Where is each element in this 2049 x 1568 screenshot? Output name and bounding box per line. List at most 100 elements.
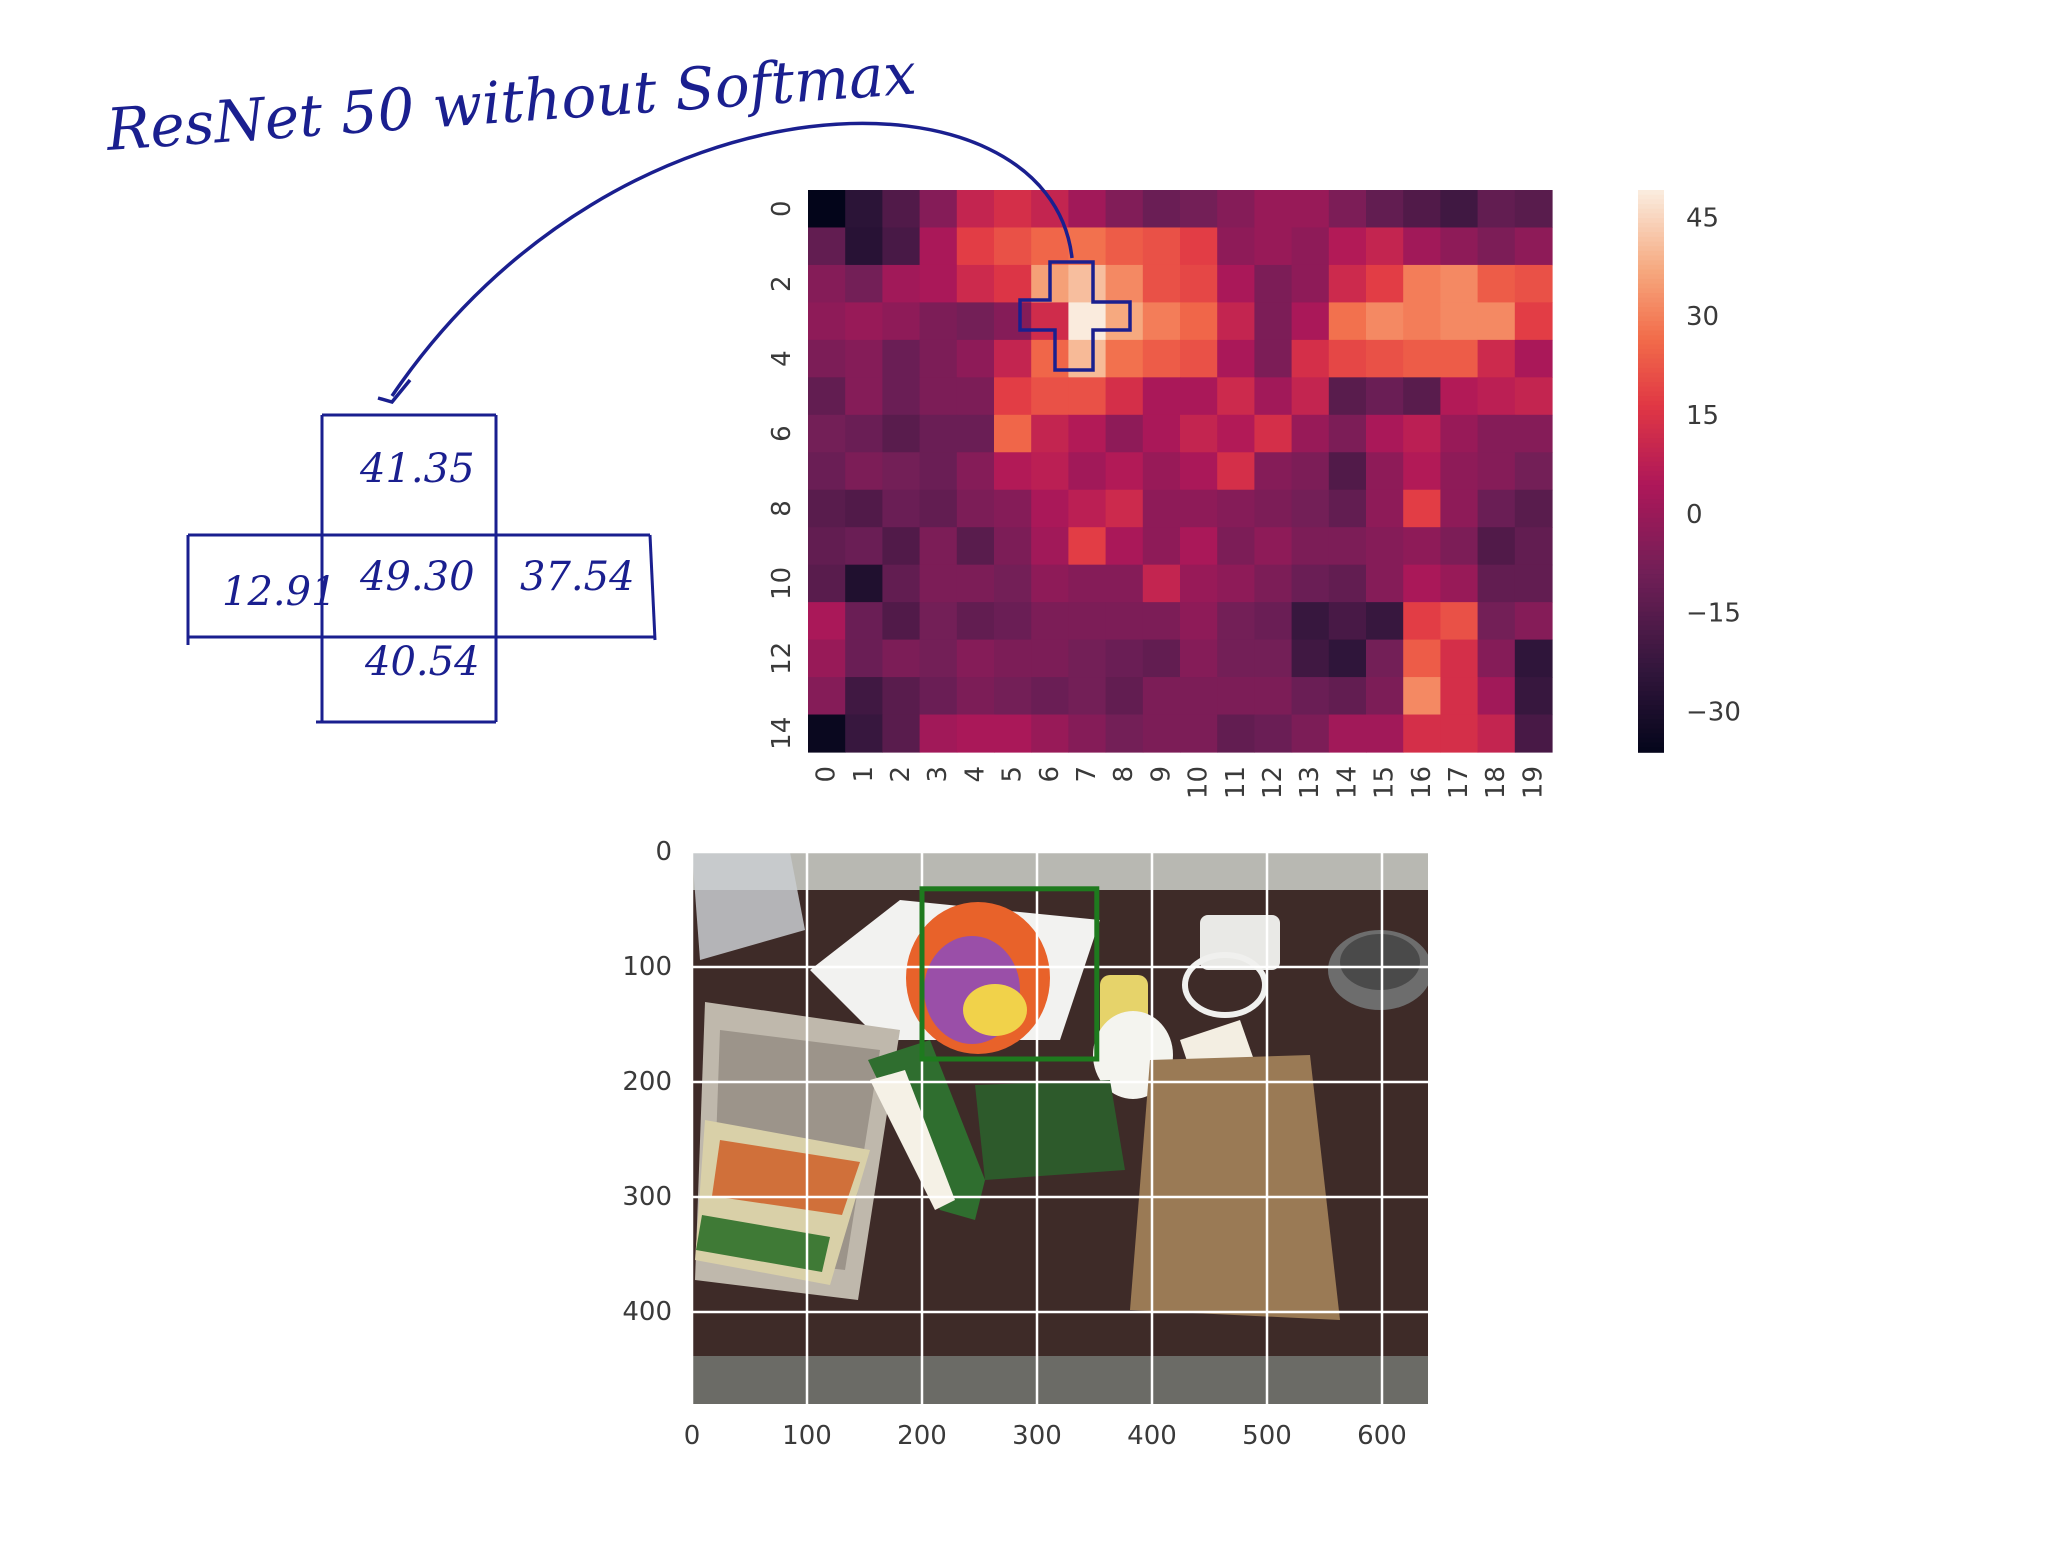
heatmap-x-tick: 13 (1295, 766, 1325, 799)
heatmap-cell (1291, 190, 1330, 229)
heatmap-cell (1254, 714, 1293, 753)
heatmap-cell (1403, 414, 1441, 453)
heatmap-cell (1366, 602, 1404, 641)
heatmap-cell (1366, 377, 1404, 416)
heatmap-cell (1328, 452, 1367, 491)
heatmap-cell (1105, 302, 1144, 341)
heatmap-cell (882, 227, 921, 266)
colorbar-segment (1638, 677, 1664, 683)
colorbar-segment (1638, 293, 1664, 299)
heatmap-cell (882, 452, 921, 491)
heatmap-cell (882, 489, 921, 528)
colorbar-segment (1638, 545, 1664, 552)
heatmap-cell (1440, 639, 1479, 678)
heatmap-cell (1254, 602, 1293, 641)
heatmap-cell (1105, 564, 1144, 603)
colorbar-segment (1638, 264, 1664, 271)
heatmap-cell (1105, 602, 1144, 641)
image-x-tick: 100 (782, 1421, 832, 1451)
heatmap-cell (1477, 714, 1516, 753)
heatmap-cell (1328, 639, 1367, 678)
heatmap-cell (1105, 714, 1144, 753)
heatmap-cell (1477, 564, 1516, 603)
heatmap-cell (1068, 190, 1107, 229)
heatmap-cell (1180, 452, 1218, 491)
colorbar-segment (1638, 190, 1664, 196)
heatmap-cell (1031, 602, 1069, 641)
heatmap-cell (1477, 452, 1516, 491)
heatmap-cell (1180, 414, 1218, 453)
heatmap-cell (1440, 677, 1479, 716)
heatmap-cell (994, 339, 1032, 378)
cross-value-top: 41.35 (359, 446, 475, 492)
heatmap-cell (808, 452, 846, 491)
heatmap-cell (1477, 527, 1516, 566)
heatmap-cell (1366, 527, 1404, 566)
heatmap-cell (1142, 190, 1181, 229)
colorbar-segment (1638, 625, 1664, 632)
heatmap-cell (1105, 639, 1144, 678)
heatmap-x-tick: 5 (998, 766, 1028, 783)
heatmap-cell (1180, 190, 1218, 229)
heatmap-cell (1180, 677, 1218, 716)
colorbar-segment (1638, 466, 1664, 472)
heatmap-cell (1217, 452, 1255, 491)
colorbar-segment (1638, 278, 1664, 285)
heatmap-cell (808, 414, 846, 453)
colorbar-segment (1638, 288, 1664, 294)
colorbar-segment (1638, 349, 1664, 355)
colorbar-segment (1638, 316, 1664, 322)
colorbar-segment (1638, 367, 1664, 374)
heatmap-cell (882, 564, 921, 603)
colorbar-segment (1638, 700, 1664, 706)
heatmap-cell (1440, 564, 1479, 603)
heatmap-cell (1403, 602, 1441, 641)
heatmap-cell (1366, 339, 1404, 378)
heatmap-cell (845, 564, 883, 603)
heatmap-cell (1105, 414, 1144, 453)
heatmap-cell (1031, 677, 1069, 716)
image-x-tick: 400 (1127, 1421, 1177, 1451)
heatmap-cell (1514, 452, 1553, 491)
heatmap-cell (882, 302, 921, 341)
heatmap-cell (1254, 302, 1293, 341)
heatmap-cell (1254, 677, 1293, 716)
heatmap-cell (1403, 564, 1441, 603)
colorbar-segment (1638, 269, 1664, 276)
colorbar-segment (1638, 653, 1664, 660)
heatmap-cell (1514, 339, 1553, 378)
heatmap-cell (1440, 264, 1479, 303)
colorbar-segment (1638, 274, 1664, 280)
heatmap-cell (1254, 639, 1293, 678)
heatmap-cell (956, 302, 995, 341)
colorbar-segment (1638, 194, 1664, 201)
heatmap-y-tick: 14 (767, 717, 797, 750)
colorbar-segment (1638, 335, 1664, 341)
heatmap-cell (956, 190, 995, 229)
heatmap-cell (1328, 302, 1367, 341)
colorbar-segment (1638, 559, 1664, 566)
heatmap-x-tick: 8 (1109, 766, 1139, 783)
colorbar-segment (1638, 499, 1664, 505)
colorbar-segment (1638, 325, 1664, 332)
heatmap-x-tick: 16 (1407, 766, 1437, 799)
heatmap-cell (1291, 452, 1330, 491)
heatmap-cell (1291, 302, 1330, 341)
colorbar-tick: 0 (1686, 500, 1703, 530)
colorbar-segment (1638, 508, 1664, 514)
heatmap-cell (1514, 527, 1553, 566)
heatmap-cell (1477, 677, 1516, 716)
heatmap-cell (1068, 527, 1107, 566)
heatmap-cell (919, 564, 958, 603)
heatmap-cell (1291, 714, 1330, 753)
heatmap-cell (1440, 377, 1479, 416)
heatmap-cell (1403, 452, 1441, 491)
colorbar-segment (1638, 747, 1664, 753)
heatmap-cell (845, 489, 883, 528)
colorbar-segment (1638, 616, 1664, 622)
heatmap-cell (956, 227, 995, 266)
heatmap-cell (1514, 264, 1553, 303)
heatmap-cell (1366, 677, 1404, 716)
colorbar-segment (1638, 353, 1664, 360)
heatmap-cell (1068, 414, 1107, 453)
